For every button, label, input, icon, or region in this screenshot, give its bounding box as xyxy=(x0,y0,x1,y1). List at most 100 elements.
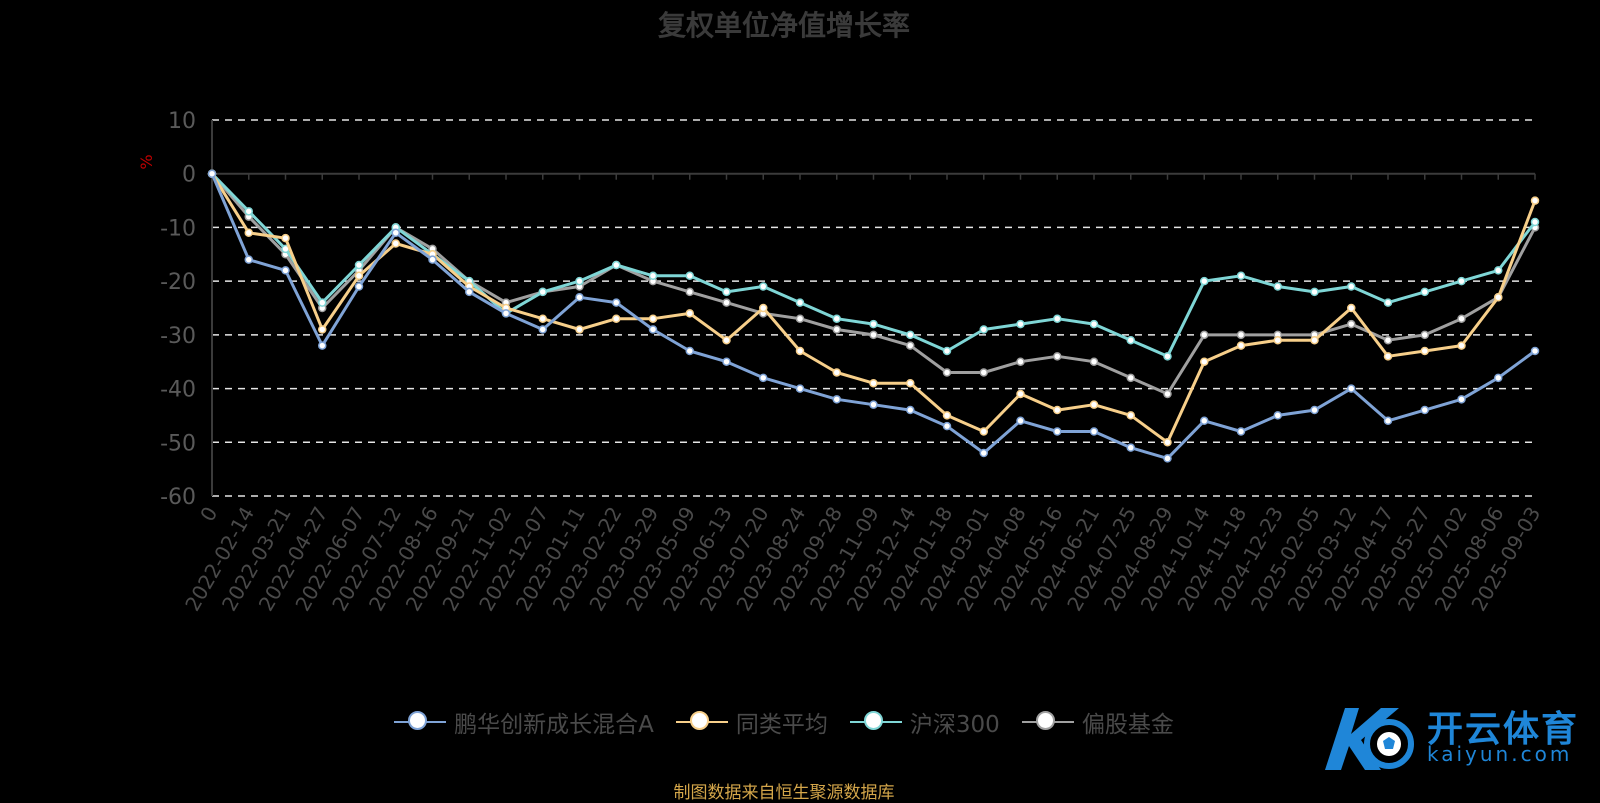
data-point xyxy=(1457,395,1466,404)
watermark-domain: kaiyun.com xyxy=(1427,742,1573,766)
data-point xyxy=(1530,217,1540,227)
data-point xyxy=(759,303,768,313)
data-point xyxy=(1126,443,1135,452)
data-point xyxy=(1053,352,1062,361)
data-point xyxy=(869,378,878,388)
y-tick-label: 10 xyxy=(168,109,196,134)
data-point xyxy=(979,368,988,377)
series-line xyxy=(210,173,1536,460)
data-point xyxy=(832,314,841,323)
legend-item-csi300[interactable]: 沪深300 xyxy=(849,705,1000,739)
data-point xyxy=(759,282,768,291)
data-point xyxy=(391,228,400,238)
data-point xyxy=(979,448,988,458)
data-point xyxy=(1310,405,1319,415)
data-point xyxy=(1383,352,1393,361)
watermark-logo: 开云体育 kaiyun.com xyxy=(1315,700,1600,780)
legend-item-peer-average[interactable]: 同类平均 xyxy=(675,705,828,739)
data-point xyxy=(1126,411,1135,420)
data-point xyxy=(1126,373,1135,383)
data-point xyxy=(391,239,400,248)
data-point xyxy=(354,271,364,281)
y-tick-label: -40 xyxy=(160,378,196,403)
data-point xyxy=(538,314,547,323)
data-point xyxy=(648,271,658,281)
data-point xyxy=(722,298,731,307)
data-point xyxy=(1053,427,1062,436)
data-point xyxy=(759,373,768,383)
data-point xyxy=(428,255,437,264)
legend: 鹏华创新成长混合A 同类平均 沪深300 偏股基金 xyxy=(0,705,1568,739)
series-group xyxy=(207,169,1540,447)
data-point xyxy=(318,298,327,307)
data-point xyxy=(1383,298,1393,307)
data-point xyxy=(1236,271,1246,281)
legend-label: 同类平均 xyxy=(735,712,828,738)
data-point xyxy=(979,325,988,334)
data-point xyxy=(1310,335,1319,345)
data-point xyxy=(832,325,841,334)
y-tick-label: -10 xyxy=(160,216,196,241)
data-point xyxy=(942,368,952,377)
data-point xyxy=(1126,335,1135,345)
data-point xyxy=(795,298,805,307)
data-point xyxy=(1089,319,1099,329)
data-point xyxy=(1016,389,1025,399)
line-chart: 100-10-20-30-40-50-60%02022-02-142022-03… xyxy=(137,109,1545,615)
data-point xyxy=(648,325,658,334)
data-point xyxy=(1420,287,1429,297)
data-point xyxy=(612,260,621,270)
data-point xyxy=(942,411,952,420)
data-point xyxy=(942,421,952,431)
data-point xyxy=(795,314,805,323)
data-point xyxy=(538,325,547,334)
data-point xyxy=(869,319,878,329)
data-point xyxy=(1273,282,1282,291)
y-tick-label: -60 xyxy=(160,485,196,510)
data-point xyxy=(318,325,327,334)
data-point xyxy=(1016,357,1025,366)
data-point xyxy=(1200,276,1209,286)
legend-label: 沪深300 xyxy=(909,712,1000,738)
data-point xyxy=(979,427,988,436)
series-line xyxy=(210,172,1537,396)
chart-title: 复权单位净值增长率 xyxy=(657,9,910,42)
data-point xyxy=(1420,330,1429,340)
data-point xyxy=(575,293,584,302)
data-point xyxy=(685,309,694,318)
data-point xyxy=(1383,335,1393,345)
data-point xyxy=(1310,287,1319,297)
data-point xyxy=(538,287,547,297)
legend-swatch xyxy=(849,710,902,734)
data-point xyxy=(1420,346,1429,356)
data-point xyxy=(906,378,915,388)
data-point xyxy=(1530,196,1540,205)
data-point xyxy=(722,335,731,345)
data-point xyxy=(1236,427,1246,436)
data-point xyxy=(1457,276,1466,286)
data-point xyxy=(1457,314,1466,323)
data-point xyxy=(1089,357,1099,366)
data-point xyxy=(1163,454,1172,463)
data-point xyxy=(1530,346,1540,356)
series-group xyxy=(207,169,1540,463)
data-point xyxy=(906,330,915,340)
data-point xyxy=(1494,293,1503,302)
watermark-name: 开云体育 xyxy=(1427,709,1580,750)
data-point xyxy=(244,228,253,238)
data-point xyxy=(1089,427,1099,436)
data-point xyxy=(685,346,694,356)
x-tick-label: 0 xyxy=(195,503,222,526)
data-point xyxy=(612,298,621,307)
data-point xyxy=(1163,438,1172,447)
data-point xyxy=(244,207,253,216)
data-point xyxy=(1347,303,1356,313)
data-point xyxy=(1383,416,1393,426)
data-point xyxy=(1347,384,1356,393)
legend-item-equity-funds[interactable]: 偏股基金 xyxy=(1021,705,1174,739)
data-point xyxy=(1200,330,1209,340)
data-point xyxy=(1016,319,1025,329)
soccer-ball-logo-icon xyxy=(1325,708,1414,770)
data-point xyxy=(281,233,290,243)
legend-item-fund[interactable]: 鹏华创新成长混合A xyxy=(394,705,654,739)
